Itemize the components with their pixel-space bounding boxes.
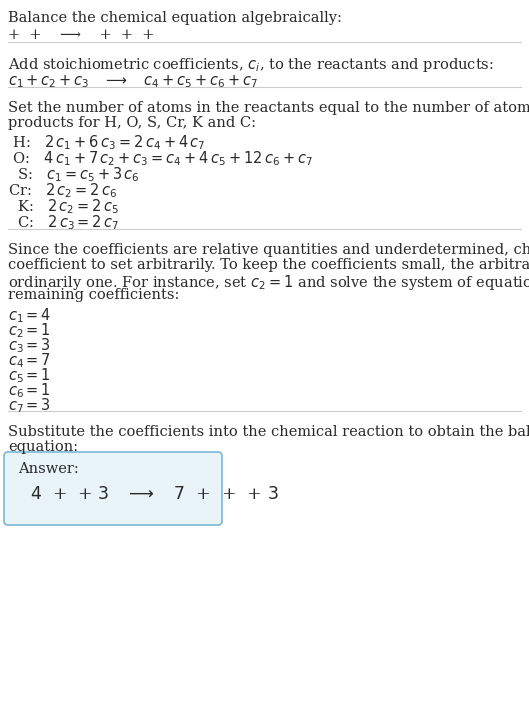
Text: ordinarily one. For instance, set $c_2 = 1$ and solve the system of equations fo: ordinarily one. For instance, set $c_2 =…: [8, 273, 529, 292]
Text: Since the coefficients are relative quantities and underdetermined, choose a: Since the coefficients are relative quan…: [8, 243, 529, 257]
Text: $c_5 = 1$: $c_5 = 1$: [8, 366, 51, 385]
Text: +  +    ⟶    +  +  +: + + ⟶ + + +: [8, 28, 154, 42]
Text: O:   $4\,c_1+7\,c_2+c_3 = c_4+4\,c_5+12\,c_6+c_7$: O: $4\,c_1+7\,c_2+c_3 = c_4+4\,c_5+12\,c…: [8, 149, 313, 168]
Text: Answer:: Answer:: [18, 462, 79, 476]
Text: $c_1 +c_2  +c_3$   $\longrightarrow$   $c_4  +c_5  +c_6 +c_7$: $c_1 +c_2 +c_3$ $\longrightarrow$ $c_4 +…: [8, 73, 258, 90]
Text: products for H, O, S, Cr, K and C:: products for H, O, S, Cr, K and C:: [8, 116, 256, 130]
Text: remaining coefficients:: remaining coefficients:: [8, 288, 179, 302]
Text: equation:: equation:: [8, 440, 78, 454]
FancyBboxPatch shape: [4, 452, 222, 525]
Text: C:   $2\,c_3 = 2\,c_7$: C: $2\,c_3 = 2\,c_7$: [8, 213, 120, 231]
Text: H:   $2\,c_1+6\,c_3 = 2\,c_4+4\,c_7$: H: $2\,c_1+6\,c_3 = 2\,c_4+4\,c_7$: [8, 133, 206, 152]
Text: $c_4 = 7$: $c_4 = 7$: [8, 351, 51, 369]
Text: S:   $c_1 = c_5+3\,c_6$: S: $c_1 = c_5+3\,c_6$: [8, 165, 140, 184]
Text: $c_7 = 3$: $c_7 = 3$: [8, 396, 51, 415]
Text: Balance the chemical equation algebraically:: Balance the chemical equation algebraica…: [8, 11, 342, 25]
Text: Cr:   $2\,c_2 = 2\,c_6$: Cr: $2\,c_2 = 2\,c_6$: [8, 181, 117, 200]
Text: Substitute the coefficients into the chemical reaction to obtain the balanced: Substitute the coefficients into the che…: [8, 425, 529, 439]
Text: $c_1 = 4$: $c_1 = 4$: [8, 306, 51, 325]
Text: Add stoichiometric coefficients, $c_i$, to the reactants and products:: Add stoichiometric coefficients, $c_i$, …: [8, 56, 494, 74]
Text: Set the number of atoms in the reactants equal to the number of atoms in the: Set the number of atoms in the reactants…: [8, 101, 529, 115]
Text: $c_2 = 1$: $c_2 = 1$: [8, 321, 51, 340]
Text: $4$  +  + $3$   $\longrightarrow$   $7$  +  +  + $3$: $4$ + + $3$ $\longrightarrow$ $7$ + + + …: [30, 486, 279, 503]
Text: $c_3 = 3$: $c_3 = 3$: [8, 336, 51, 355]
Text: $c_6 = 1$: $c_6 = 1$: [8, 381, 51, 400]
Text: coefficient to set arbitrarily. To keep the coefficients small, the arbitrary va: coefficient to set arbitrarily. To keep …: [8, 258, 529, 272]
Text: K:   $2\,c_2 = 2\,c_5$: K: $2\,c_2 = 2\,c_5$: [8, 197, 119, 215]
